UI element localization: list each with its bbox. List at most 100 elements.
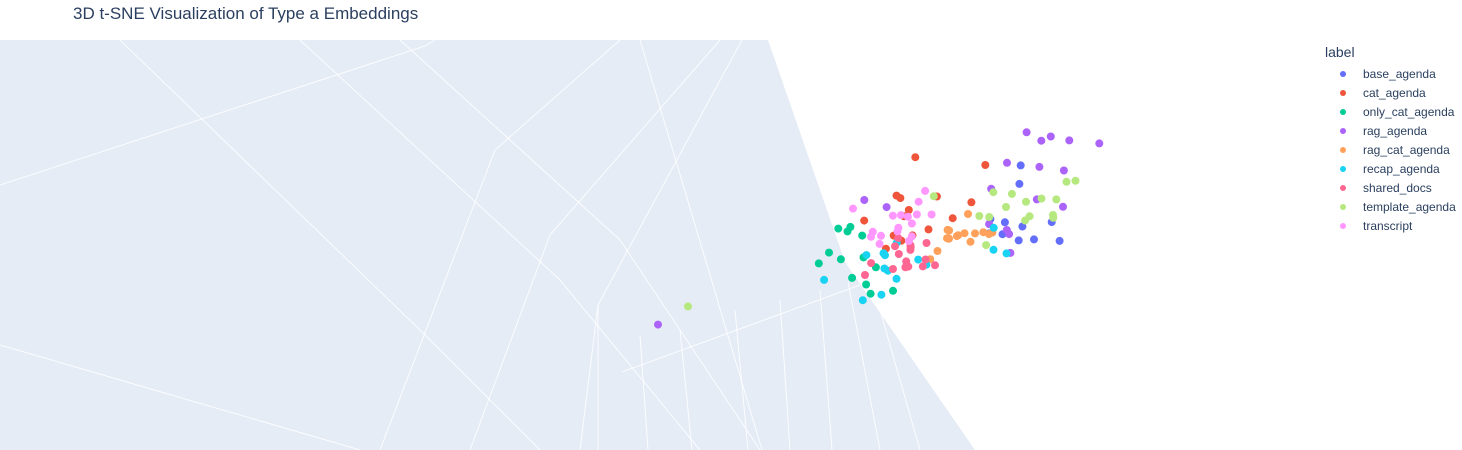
- point-rag_agenda-7[interactable]: [882, 203, 891, 212]
- point-rag_agenda-0[interactable]: [1022, 128, 1031, 137]
- point-shared_docs-1[interactable]: [921, 255, 930, 264]
- point-transcript-2[interactable]: [921, 186, 930, 195]
- data-points[interactable]: [654, 128, 1104, 329]
- point-base_agenda-3[interactable]: [1055, 236, 1064, 245]
- point-transcript-12[interactable]: [907, 232, 916, 241]
- legend-item-rag_agenda[interactable]: rag_agenda: [1325, 121, 1456, 140]
- point-cat_agenda-4[interactable]: [892, 191, 901, 200]
- point-template_agenda-1[interactable]: [1052, 195, 1061, 204]
- point-transcript-11[interactable]: [896, 211, 905, 220]
- point-only_cat_agenda-3[interactable]: [848, 273, 857, 282]
- series-rag_cat_agenda[interactable]: [926, 210, 997, 264]
- point-template_agenda-14[interactable]: [684, 302, 692, 311]
- point-only_cat_agenda-11[interactable]: [889, 286, 897, 295]
- legend-item-template_agenda[interactable]: template_agenda: [1325, 197, 1456, 216]
- series-transcript[interactable]: [849, 186, 936, 248]
- point-only_cat_agenda-9[interactable]: [846, 222, 855, 231]
- point-cat_agenda-5[interactable]: [904, 206, 913, 214]
- point-rag_cat_agenda-10[interactable]: [945, 234, 953, 243]
- legend-item-base_agenda[interactable]: base_agenda: [1325, 64, 1456, 83]
- point-shared_docs-10[interactable]: [894, 250, 903, 258]
- series-shared_docs[interactable]: [861, 233, 939, 279]
- point-template_agenda-6[interactable]: [1071, 176, 1080, 185]
- point-rag_cat_agenda-9[interactable]: [933, 247, 942, 255]
- point-rag_cat_agenda-7[interactable]: [964, 210, 972, 218]
- point-rag_agenda-11[interactable]: [1005, 230, 1014, 239]
- series-rag_agenda[interactable]: [654, 128, 1104, 329]
- point-shared_docs-15[interactable]: [922, 239, 931, 247]
- point-recap_agenda-5[interactable]: [892, 274, 901, 283]
- point-recap_agenda-10[interactable]: [881, 251, 889, 260]
- point-rag_agenda-17[interactable]: [1065, 136, 1074, 145]
- point-rag_cat_agenda-14[interactable]: [971, 229, 979, 238]
- point-template_agenda-8[interactable]: [989, 188, 998, 197]
- point-shared_docs-5[interactable]: [861, 271, 869, 279]
- point-recap_agenda-12[interactable]: [989, 245, 998, 254]
- point-base_agenda-0[interactable]: [1016, 161, 1025, 170]
- point-recap_agenda-8[interactable]: [914, 255, 923, 264]
- point-template_agenda-13[interactable]: [929, 192, 938, 201]
- point-only_cat_agenda-4[interactable]: [866, 289, 875, 298]
- point-cat_agenda-12[interactable]: [981, 161, 990, 169]
- point-template_agenda-16[interactable]: [1025, 212, 1034, 221]
- point-template_agenda-12[interactable]: [1049, 213, 1058, 222]
- point-rag_agenda-1[interactable]: [1046, 132, 1055, 141]
- point-recap_agenda-13[interactable]: [877, 290, 886, 299]
- point-cat_agenda-7[interactable]: [967, 198, 976, 207]
- point-shared_docs-13[interactable]: [906, 243, 915, 251]
- point-recap_agenda-6[interactable]: [989, 223, 998, 232]
- point-rag_agenda-14[interactable]: [654, 320, 662, 329]
- point-shared_docs-8[interactable]: [889, 265, 897, 273]
- series-template_agenda[interactable]: [684, 176, 1080, 311]
- point-rag_agenda-9[interactable]: [1095, 139, 1104, 148]
- legend-item-cat_agenda[interactable]: cat_agenda: [1325, 83, 1456, 102]
- legend-item-rag_cat_agenda[interactable]: rag_cat_agenda: [1325, 140, 1456, 159]
- point-base_agenda-9[interactable]: [1000, 218, 1009, 227]
- point-transcript-8[interactable]: [894, 223, 903, 232]
- point-only_cat_agenda-5[interactable]: [814, 259, 823, 268]
- point-shared_docs-2[interactable]: [931, 261, 939, 270]
- point-template_agenda-15[interactable]: [1062, 177, 1071, 186]
- point-shared_docs-14[interactable]: [867, 259, 876, 268]
- point-template_agenda-11[interactable]: [1037, 194, 1046, 203]
- point-base_agenda-6[interactable]: [1030, 235, 1038, 244]
- point-transcript-9[interactable]: [903, 212, 912, 221]
- point-shared_docs-4[interactable]: [918, 262, 927, 271]
- point-recap_agenda-3[interactable]: [858, 296, 867, 305]
- point-template_agenda-3[interactable]: [1002, 203, 1010, 211]
- point-only_cat_agenda-8[interactable]: [834, 224, 843, 233]
- point-only_cat_agenda-0[interactable]: [862, 280, 871, 289]
- point-shared_docs-9[interactable]: [904, 262, 913, 271]
- point-template_agenda-0[interactable]: [1022, 197, 1030, 206]
- point-rag_agenda-8[interactable]: [1059, 202, 1067, 211]
- point-base_agenda-5[interactable]: [1014, 236, 1023, 245]
- point-rag_cat_agenda-4[interactable]: [960, 229, 969, 238]
- point-transcript-4[interactable]: [867, 232, 875, 241]
- point-only_cat_agenda-2[interactable]: [836, 255, 845, 264]
- legend-item-shared_docs[interactable]: shared_docs: [1325, 178, 1456, 197]
- point-transcript-15[interactable]: [927, 210, 936, 219]
- point-template_agenda-7[interactable]: [985, 213, 994, 221]
- point-recap_agenda-14[interactable]: [820, 275, 829, 284]
- point-rag_agenda-2[interactable]: [1035, 162, 1044, 171]
- point-transcript-6[interactable]: [912, 210, 921, 219]
- point-recap_agenda-11[interactable]: [1002, 249, 1011, 258]
- point-only_cat_agenda-10[interactable]: [825, 248, 833, 257]
- legend-item-recap_agenda[interactable]: recap_agenda: [1325, 159, 1456, 178]
- point-cat_agenda-10[interactable]: [948, 214, 957, 223]
- point-cat_agenda-0[interactable]: [911, 153, 920, 162]
- point-rag_agenda-15[interactable]: [1037, 136, 1046, 145]
- point-rag_cat_agenda-15[interactable]: [954, 231, 963, 240]
- point-recap_agenda-9[interactable]: [862, 251, 871, 260]
- point-cat_agenda-11[interactable]: [924, 225, 933, 234]
- point-transcript-0[interactable]: [849, 204, 857, 213]
- legend-item-transcript[interactable]: transcript: [1325, 216, 1456, 235]
- point-only_cat_agenda-7[interactable]: [858, 231, 867, 240]
- point-transcript-7[interactable]: [888, 211, 897, 220]
- point-base_agenda-8[interactable]: [1018, 222, 1027, 231]
- point-transcript-16[interactable]: [877, 231, 885, 240]
- point-rag_agenda-13[interactable]: [860, 196, 869, 204]
- point-template_agenda-5[interactable]: [975, 212, 984, 220]
- point-transcript-10[interactable]: [907, 219, 916, 228]
